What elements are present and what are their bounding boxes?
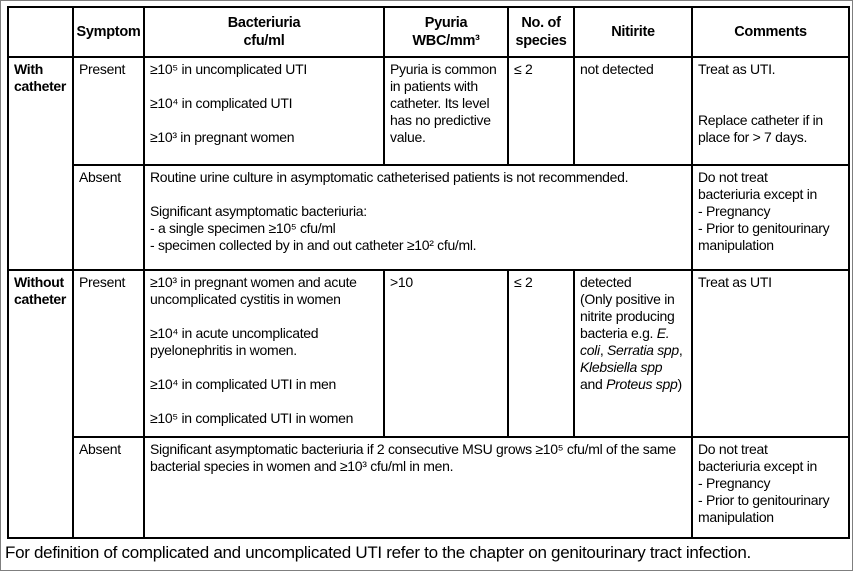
footer-note: For definition of complicated and uncomp…: [5, 543, 751, 562]
cell-comments-with-present: Treat as UTI. Replace catheter if in pla…: [691, 56, 850, 166]
table-header-row: Symptom Bacteriuria cfu/ml Pyuria WBC/mm…: [7, 6, 850, 58]
row-without-catheter-absent: Absent Significant asymptomatic bacteriu…: [8, 436, 850, 539]
row-without-catheter-present: Without catheter Present ≥10³ in pregnan…: [7, 269, 850, 539]
group-label-with-catheter: With catheter: [7, 56, 74, 271]
col-header-bacteriuria: Bacteriuria cfu/ml: [143, 6, 385, 58]
cell-species-without-present: ≤ 2: [507, 269, 575, 438]
cell-symptom-with-absent: Absent: [72, 164, 145, 271]
cell-comments-without-present: Treat as UTI: [691, 269, 850, 438]
cell-nitrite-without-present: detected (Only positive in nitrite produ…: [573, 269, 693, 438]
cell-bacteriuria-without-present: ≥10³ in pregnant women and acute uncompl…: [143, 269, 385, 438]
col-header-pyuria: Pyuria WBC/mm³: [383, 6, 509, 58]
cell-pyuria-with-present: Pyuria is common in patients with cathet…: [383, 56, 509, 166]
cell-findings-without-absent: Significant asymptomatic bacteriuria if …: [143, 436, 693, 539]
group-label-without-catheter: Without catheter: [7, 269, 74, 539]
cell-symptom-without-absent: Absent: [72, 436, 145, 539]
cell-symptom-with-present: Present: [72, 56, 145, 166]
cell-bacteriuria-with-present: ≥10⁵ in uncomplicated UTI ≥10⁴ in compli…: [143, 56, 385, 166]
cell-symptom-without-present: Present: [72, 269, 145, 438]
cell-comments-with-absent: Do not treat bacteriuria except in - Pre…: [691, 164, 850, 271]
cell-findings-with-absent: Routine urine culture in asymptomatic ca…: [143, 164, 693, 271]
uti-diagnosis-table: Symptom Bacteriuria cfu/ml Pyuria WBC/mm…: [7, 6, 850, 539]
col-header-corner: [7, 6, 74, 58]
col-header-comments: Comments: [691, 6, 850, 58]
cell-species-with-present: ≤ 2: [507, 56, 575, 166]
row-with-catheter-present: With catheter Present ≥10⁵ in uncomplica…: [7, 56, 850, 271]
cell-nitrite-with-present: not detected: [573, 56, 693, 166]
row-with-catheter-absent: Absent Routine urine culture in asymptom…: [8, 164, 850, 271]
col-header-nitrite: Nitirite: [573, 6, 693, 58]
cell-comments-without-absent: Do not treat bacteriuria except in - Pre…: [691, 436, 850, 539]
col-header-species: No. of species: [507, 6, 575, 58]
col-header-symptom: Symptom: [72, 6, 145, 58]
cell-pyuria-without-present: >10: [383, 269, 509, 438]
